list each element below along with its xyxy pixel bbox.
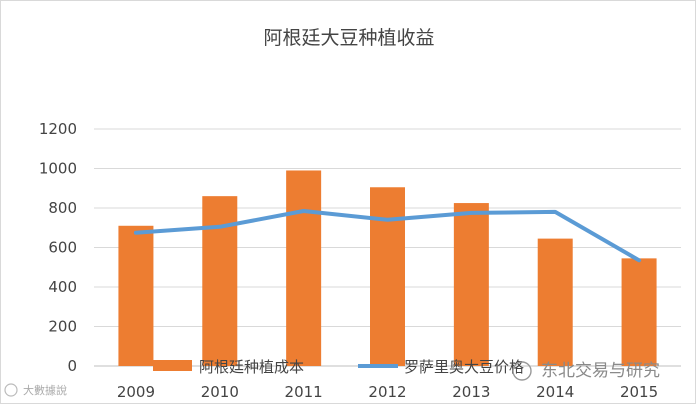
bar: [621, 258, 657, 366]
y-tick-label: 0: [67, 357, 77, 375]
x-tick-label: 2012: [368, 383, 406, 401]
bar: [202, 196, 238, 366]
x-tick-label: 2011: [285, 383, 323, 401]
x-tick-labels: 2009 2010 2011 2012 2013 2014 2015: [117, 383, 658, 401]
bar-series: [118, 170, 657, 366]
bar: [118, 225, 154, 366]
x-tick-label: 2009: [117, 383, 155, 401]
bar: [537, 238, 573, 366]
line-series: [133, 209, 642, 263]
wechat-icon: [512, 361, 532, 381]
y-tick-label: 1000: [39, 160, 77, 178]
legend: 阿根廷种植成本 罗萨里奥大豆价格: [153, 358, 524, 376]
legend-label-price: 罗萨里奥大豆价格: [404, 358, 524, 376]
watermark-right: 东北交易与研究: [512, 361, 660, 381]
watermark-left: 大數據說: [4, 383, 67, 397]
watermark-left-text: 大數據說: [23, 383, 67, 397]
bar: [286, 170, 322, 366]
y-tick-label: 1200: [39, 120, 77, 138]
weibo-icon: [4, 383, 18, 397]
watermark-right-text: 东北交易与研究: [541, 361, 660, 381]
x-tick-label: 2013: [452, 383, 490, 401]
y-tick-labels: 0 200 400 600 800 1000 1200: [39, 120, 77, 375]
series-line: [133, 209, 642, 263]
y-tick-label: 400: [48, 278, 77, 296]
y-tick-label: 600: [48, 239, 77, 257]
x-tick-label: 2014: [536, 383, 574, 401]
bar: [370, 187, 405, 366]
chart-title: 阿根廷大豆种植收益: [263, 27, 434, 49]
legend-label-cost: 阿根廷种植成本: [199, 358, 304, 376]
x-tick-label: 2015: [620, 383, 658, 401]
y-tick-label: 800: [48, 199, 77, 217]
y-tick-label: 200: [48, 318, 77, 336]
x-tick-label: 2010: [201, 383, 239, 401]
bar: [453, 203, 489, 366]
legend-swatch-cost: [153, 360, 192, 371]
